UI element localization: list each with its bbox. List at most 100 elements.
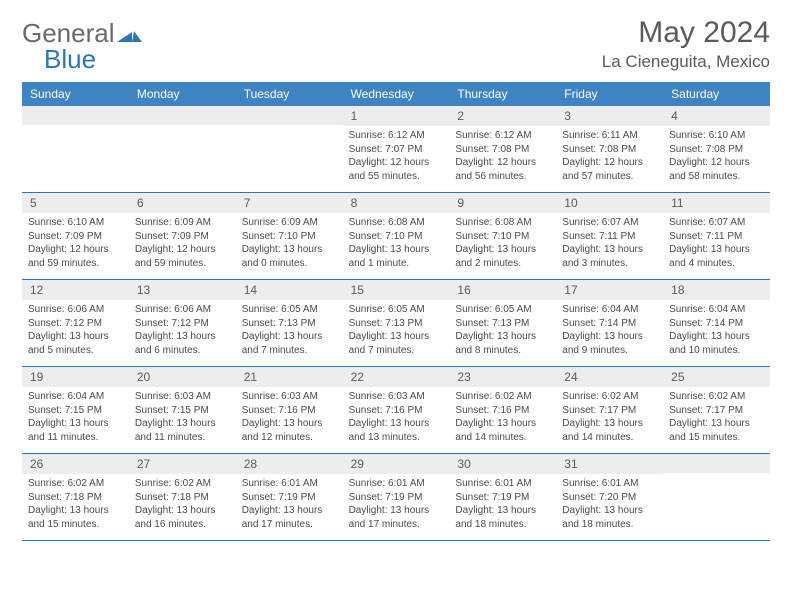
day-cell: 20Sunrise: 6:03 AMSunset: 7:15 PMDayligh… bbox=[129, 367, 236, 453]
sunset-text: Sunset: 7:19 PM bbox=[349, 491, 444, 505]
day-number: 6 bbox=[129, 193, 236, 213]
brand-part2: Blue bbox=[44, 44, 96, 75]
sunset-text: Sunset: 7:08 PM bbox=[455, 143, 550, 157]
brand-mark-icon bbox=[117, 19, 143, 50]
sunset-text: Sunset: 7:18 PM bbox=[135, 491, 230, 505]
week-row: 19Sunrise: 6:04 AMSunset: 7:15 PMDayligh… bbox=[22, 367, 770, 454]
weekday-header: Sunday bbox=[22, 82, 129, 106]
day-number: 17 bbox=[556, 280, 663, 300]
weekday-header-row: Sunday Monday Tuesday Wednesday Thursday… bbox=[22, 82, 770, 106]
day-number: 7 bbox=[236, 193, 343, 213]
daylight-text: Daylight: 13 hours and 15 minutes. bbox=[28, 504, 123, 531]
day-cell: 5Sunrise: 6:10 AMSunset: 7:09 PMDaylight… bbox=[22, 193, 129, 279]
daylight-text: Daylight: 13 hours and 4 minutes. bbox=[669, 243, 764, 270]
day-cell bbox=[236, 106, 343, 192]
day-details: Sunrise: 6:12 AMSunset: 7:07 PMDaylight:… bbox=[343, 126, 450, 187]
day-number: 1 bbox=[343, 106, 450, 126]
day-details: Sunrise: 6:09 AMSunset: 7:10 PMDaylight:… bbox=[236, 213, 343, 274]
day-cell: 9Sunrise: 6:08 AMSunset: 7:10 PMDaylight… bbox=[449, 193, 556, 279]
sunrise-text: Sunrise: 6:01 AM bbox=[562, 477, 657, 491]
sunrise-text: Sunrise: 6:07 AM bbox=[562, 216, 657, 230]
day-cell: 11Sunrise: 6:07 AMSunset: 7:11 PMDayligh… bbox=[663, 193, 770, 279]
day-cell bbox=[663, 454, 770, 540]
sunset-text: Sunset: 7:07 PM bbox=[349, 143, 444, 157]
day-number: 28 bbox=[236, 454, 343, 474]
day-number: 2 bbox=[449, 106, 556, 126]
sunset-text: Sunset: 7:10 PM bbox=[242, 230, 337, 244]
day-cell: 24Sunrise: 6:02 AMSunset: 7:17 PMDayligh… bbox=[556, 367, 663, 453]
day-number: 16 bbox=[449, 280, 556, 300]
day-details: Sunrise: 6:02 AMSunset: 7:17 PMDaylight:… bbox=[663, 387, 770, 448]
daylight-text: Daylight: 13 hours and 16 minutes. bbox=[135, 504, 230, 531]
day-cell: 23Sunrise: 6:02 AMSunset: 7:16 PMDayligh… bbox=[449, 367, 556, 453]
day-details bbox=[236, 125, 343, 132]
day-number: 22 bbox=[343, 367, 450, 387]
day-cell: 29Sunrise: 6:01 AMSunset: 7:19 PMDayligh… bbox=[343, 454, 450, 540]
day-cell: 7Sunrise: 6:09 AMSunset: 7:10 PMDaylight… bbox=[236, 193, 343, 279]
sunset-text: Sunset: 7:20 PM bbox=[562, 491, 657, 505]
sunrise-text: Sunrise: 6:01 AM bbox=[242, 477, 337, 491]
sunset-text: Sunset: 7:16 PM bbox=[242, 404, 337, 418]
day-details: Sunrise: 6:05 AMSunset: 7:13 PMDaylight:… bbox=[449, 300, 556, 361]
day-details: Sunrise: 6:02 AMSunset: 7:17 PMDaylight:… bbox=[556, 387, 663, 448]
weekday-header: Wednesday bbox=[343, 82, 450, 106]
day-number: 23 bbox=[449, 367, 556, 387]
day-cell: 28Sunrise: 6:01 AMSunset: 7:19 PMDayligh… bbox=[236, 454, 343, 540]
day-number: 29 bbox=[343, 454, 450, 474]
sunset-text: Sunset: 7:16 PM bbox=[349, 404, 444, 418]
week-row: 1Sunrise: 6:12 AMSunset: 7:07 PMDaylight… bbox=[22, 106, 770, 193]
day-number: 31 bbox=[556, 454, 663, 474]
sunrise-text: Sunrise: 6:02 AM bbox=[28, 477, 123, 491]
day-number: 21 bbox=[236, 367, 343, 387]
day-details: Sunrise: 6:07 AMSunset: 7:11 PMDaylight:… bbox=[663, 213, 770, 274]
day-cell: 4Sunrise: 6:10 AMSunset: 7:08 PMDaylight… bbox=[663, 106, 770, 192]
sunset-text: Sunset: 7:11 PM bbox=[562, 230, 657, 244]
sunset-text: Sunset: 7:15 PM bbox=[135, 404, 230, 418]
sunrise-text: Sunrise: 6:10 AM bbox=[669, 129, 764, 143]
day-cell: 27Sunrise: 6:02 AMSunset: 7:18 PMDayligh… bbox=[129, 454, 236, 540]
day-details: Sunrise: 6:12 AMSunset: 7:08 PMDaylight:… bbox=[449, 126, 556, 187]
day-cell: 19Sunrise: 6:04 AMSunset: 7:15 PMDayligh… bbox=[22, 367, 129, 453]
day-number: 8 bbox=[343, 193, 450, 213]
day-details: Sunrise: 6:11 AMSunset: 7:08 PMDaylight:… bbox=[556, 126, 663, 187]
sunrise-text: Sunrise: 6:01 AM bbox=[455, 477, 550, 491]
sunset-text: Sunset: 7:19 PM bbox=[455, 491, 550, 505]
sunset-text: Sunset: 7:14 PM bbox=[562, 317, 657, 331]
daylight-text: Daylight: 12 hours and 55 minutes. bbox=[349, 156, 444, 183]
sunset-text: Sunset: 7:19 PM bbox=[242, 491, 337, 505]
day-details: Sunrise: 6:04 AMSunset: 7:14 PMDaylight:… bbox=[556, 300, 663, 361]
day-cell: 21Sunrise: 6:03 AMSunset: 7:16 PMDayligh… bbox=[236, 367, 343, 453]
sunset-text: Sunset: 7:16 PM bbox=[455, 404, 550, 418]
day-details: Sunrise: 6:07 AMSunset: 7:11 PMDaylight:… bbox=[556, 213, 663, 274]
day-details: Sunrise: 6:01 AMSunset: 7:20 PMDaylight:… bbox=[556, 474, 663, 535]
day-number: 10 bbox=[556, 193, 663, 213]
sunrise-text: Sunrise: 6:02 AM bbox=[562, 390, 657, 404]
daylight-text: Daylight: 13 hours and 8 minutes. bbox=[455, 330, 550, 357]
day-cell: 1Sunrise: 6:12 AMSunset: 7:07 PMDaylight… bbox=[343, 106, 450, 192]
sunset-text: Sunset: 7:18 PM bbox=[28, 491, 123, 505]
sunrise-text: Sunrise: 6:03 AM bbox=[349, 390, 444, 404]
daylight-text: Daylight: 13 hours and 12 minutes. bbox=[242, 417, 337, 444]
calendar: Sunday Monday Tuesday Wednesday Thursday… bbox=[22, 82, 770, 541]
day-details: Sunrise: 6:02 AMSunset: 7:18 PMDaylight:… bbox=[22, 474, 129, 535]
sunrise-text: Sunrise: 6:05 AM bbox=[242, 303, 337, 317]
sunset-text: Sunset: 7:15 PM bbox=[28, 404, 123, 418]
day-cell: 3Sunrise: 6:11 AMSunset: 7:08 PMDaylight… bbox=[556, 106, 663, 192]
day-cell: 31Sunrise: 6:01 AMSunset: 7:20 PMDayligh… bbox=[556, 454, 663, 540]
day-cell: 16Sunrise: 6:05 AMSunset: 7:13 PMDayligh… bbox=[449, 280, 556, 366]
day-details: Sunrise: 6:02 AMSunset: 7:18 PMDaylight:… bbox=[129, 474, 236, 535]
month-title: May 2024 bbox=[602, 18, 770, 48]
day-details: Sunrise: 6:01 AMSunset: 7:19 PMDaylight:… bbox=[236, 474, 343, 535]
sunrise-text: Sunrise: 6:04 AM bbox=[562, 303, 657, 317]
day-number: 15 bbox=[343, 280, 450, 300]
daylight-text: Daylight: 13 hours and 18 minutes. bbox=[562, 504, 657, 531]
page-header: General May 2024 La Cieneguita, Mexico bbox=[22, 18, 770, 72]
day-cell: 26Sunrise: 6:02 AMSunset: 7:18 PMDayligh… bbox=[22, 454, 129, 540]
day-details: Sunrise: 6:10 AMSunset: 7:08 PMDaylight:… bbox=[663, 126, 770, 187]
sunrise-text: Sunrise: 6:02 AM bbox=[669, 390, 764, 404]
daylight-text: Daylight: 13 hours and 7 minutes. bbox=[242, 330, 337, 357]
day-cell bbox=[129, 106, 236, 192]
day-number: 19 bbox=[22, 367, 129, 387]
day-number bbox=[663, 454, 770, 473]
day-details: Sunrise: 6:05 AMSunset: 7:13 PMDaylight:… bbox=[343, 300, 450, 361]
